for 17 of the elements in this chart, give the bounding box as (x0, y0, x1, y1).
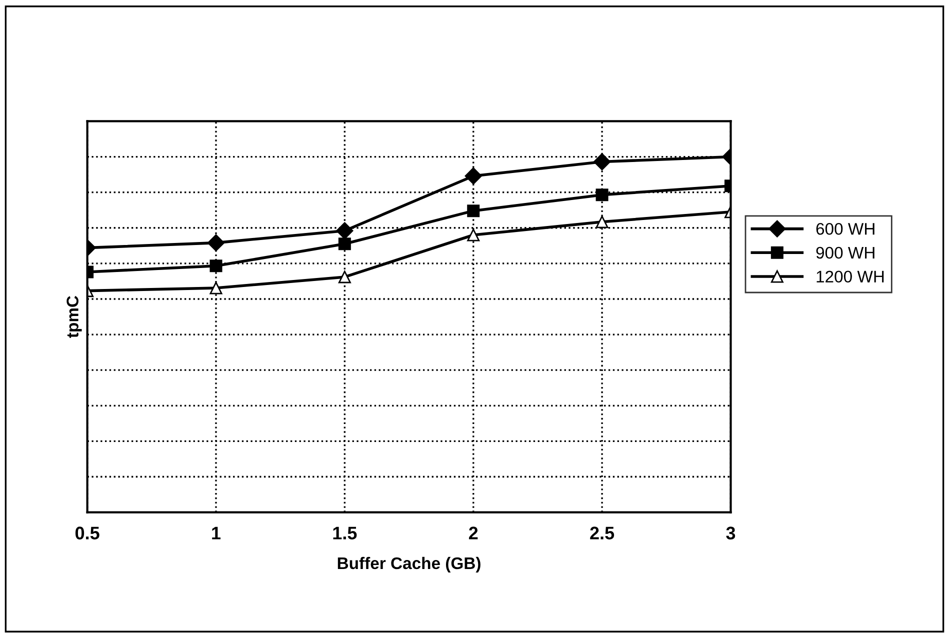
point (336, 222, 354, 240)
legend-label: 900 WH (816, 246, 874, 259)
y-axis-title: tpmC (66, 296, 82, 338)
x-axis-title: Buffer Cache (GB) (338, 556, 480, 572)
x-tick-label: 3 (726, 526, 736, 540)
point (338, 270, 351, 284)
x-tick-label: 1 (212, 526, 221, 540)
legend-label: 600 WH (816, 222, 874, 235)
x-tick-label: 2 (468, 526, 478, 540)
point (464, 167, 482, 185)
point (467, 228, 480, 242)
legend-label: 1200 WH (816, 270, 884, 283)
point (467, 204, 480, 218)
x-tick-label: 1.5 (333, 526, 357, 540)
x-tick-label: 0.5 (75, 526, 100, 540)
x-tick-label: 2.5 (590, 526, 614, 540)
point (338, 238, 351, 250)
